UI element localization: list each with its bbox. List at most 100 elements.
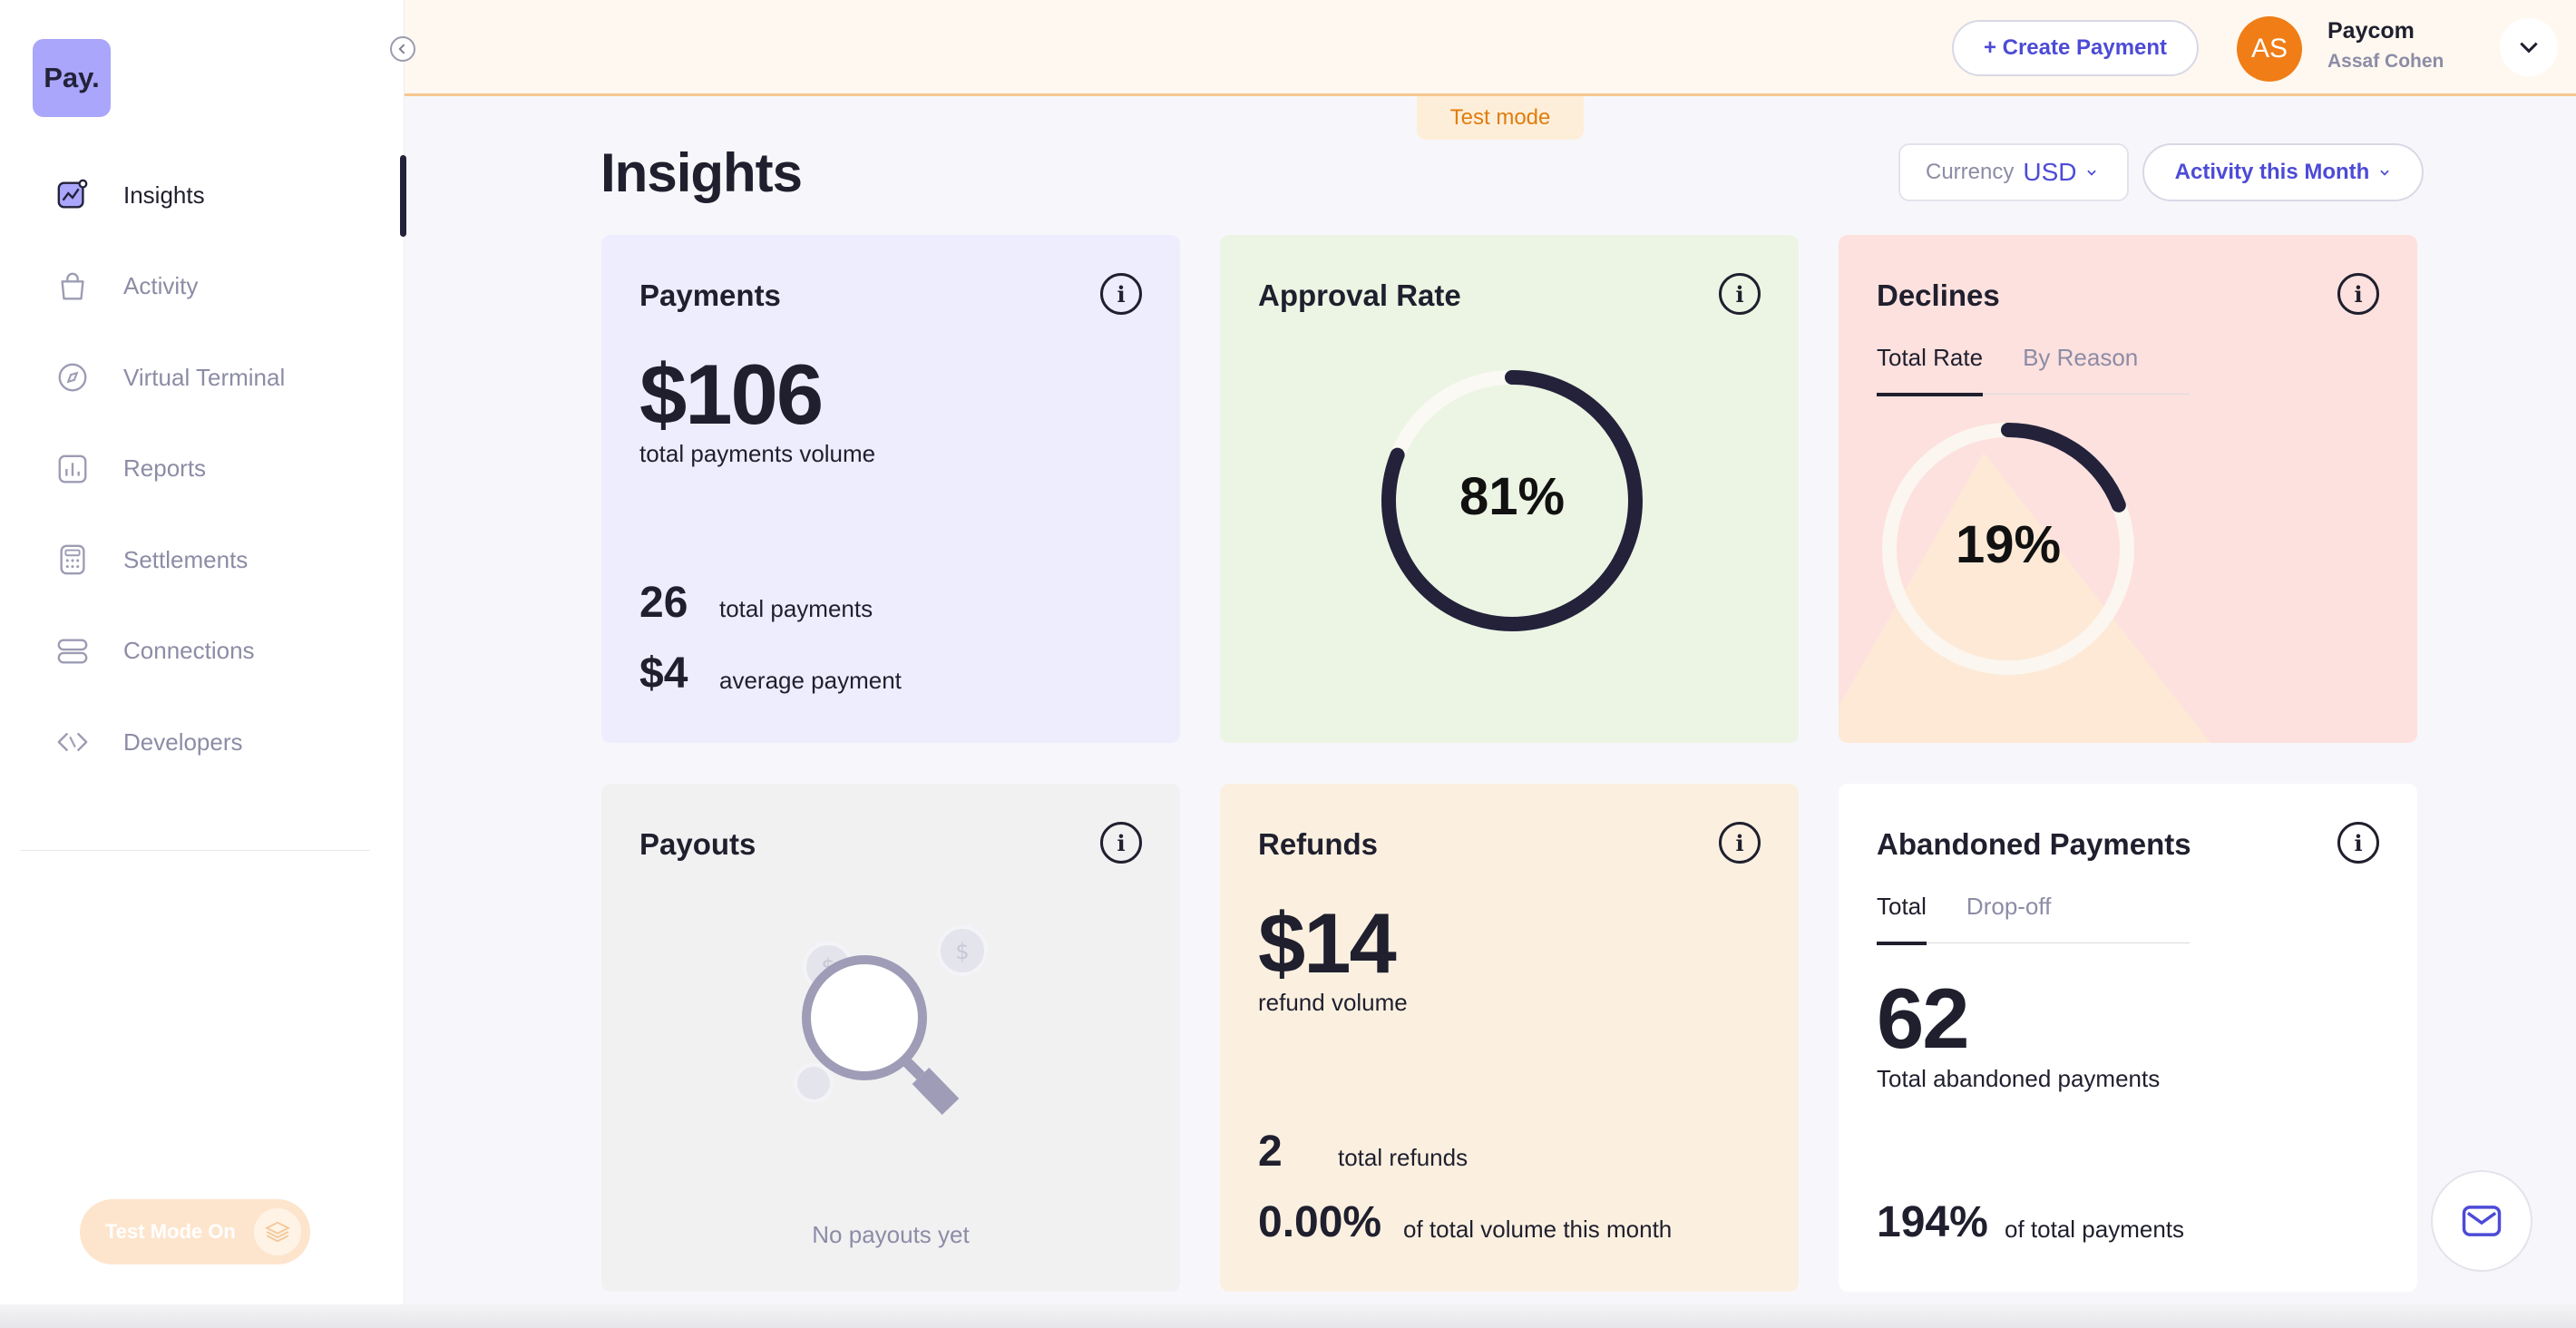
refunds-volume-label: refund volume bbox=[1258, 989, 1408, 1016]
period-select[interactable]: Activity this Month bbox=[2142, 143, 2424, 201]
sidebar-item-label: Developers bbox=[123, 727, 243, 756]
approval-gauge-arc bbox=[1381, 370, 1643, 631]
topbar: + Create Payment AS Paycom Assaf Cohen bbox=[405, 0, 2576, 96]
info-icon[interactable]: i bbox=[1100, 273, 1142, 315]
refunds-count: 2 bbox=[1258, 1128, 1283, 1176]
svg-text:$: $ bbox=[955, 939, 969, 964]
approval-gauge bbox=[1381, 370, 1643, 631]
server-icon bbox=[54, 633, 91, 669]
info-icon[interactable]: i bbox=[1100, 822, 1142, 864]
declines-card: Declines i Total Rate By Reason 19% bbox=[1839, 235, 2417, 743]
currency-value: USD bbox=[2023, 158, 2077, 186]
info-icon[interactable]: i bbox=[1719, 822, 1761, 864]
approval-rate-card: Approval Rate i 81% bbox=[1220, 235, 1799, 743]
chevron-down-icon bbox=[2380, 170, 2390, 176]
sidebar-item-developers[interactable]: Developers bbox=[0, 697, 405, 788]
currency-select[interactable]: Currency USD bbox=[1898, 143, 2129, 201]
sidebar-item-label: Connections bbox=[123, 637, 255, 665]
calculator-icon bbox=[54, 542, 91, 578]
payments-average-label: average payment bbox=[719, 667, 902, 694]
test-mode-toggle[interactable]: Test Mode On bbox=[80, 1199, 310, 1265]
abandoned-payments-card: Abandoned Payments i Total Drop-off 62 T… bbox=[1839, 784, 2417, 1292]
abandoned-percent-label: of total payments bbox=[2005, 1216, 2184, 1243]
sidebar-item-label: Settlements bbox=[123, 545, 249, 573]
payments-card: Payments i $106 total payments volume 26… bbox=[601, 235, 1180, 743]
sidebar-item-insights[interactable]: Insights bbox=[0, 150, 406, 241]
sidebar-item-virtual-terminal[interactable]: Virtual Terminal bbox=[0, 332, 405, 424]
sidebar-item-label: Insights bbox=[123, 181, 205, 209]
collapse-sidebar-button[interactable] bbox=[390, 36, 415, 62]
declines-gauge bbox=[1882, 423, 2134, 675]
bar-chart-icon bbox=[54, 451, 91, 487]
chat-button[interactable] bbox=[2431, 1170, 2532, 1272]
card-title: Payments bbox=[639, 278, 781, 312]
user-name: Assaf Cohen bbox=[2327, 51, 2444, 72]
tab-total[interactable]: Total bbox=[1877, 891, 1927, 945]
empty-search-illustration-icon: $ $ bbox=[794, 925, 988, 1116]
abandoned-tabs: Total Drop-off bbox=[1877, 891, 2190, 945]
payouts-card: Payouts i $ $ No payouts yet bbox=[601, 784, 1180, 1292]
card-title: Refunds bbox=[1258, 827, 1378, 861]
logo[interactable]: Pay. bbox=[33, 39, 111, 117]
sidebar-item-reports[interactable]: Reports bbox=[0, 424, 405, 515]
sidebar-item-activity[interactable]: Activity bbox=[0, 241, 405, 333]
refunds-count-label: total refunds bbox=[1338, 1144, 1469, 1171]
create-payment-button[interactable]: + Create Payment bbox=[1952, 20, 2199, 76]
abandoned-percent: 194% bbox=[1877, 1198, 1988, 1246]
period-label: Activity this Month bbox=[2174, 160, 2370, 184]
sidebar-item-label: Reports bbox=[123, 454, 207, 483]
payments-volume-label: total payments volume bbox=[639, 440, 876, 467]
stack-icon bbox=[254, 1208, 301, 1255]
tab-drop-off[interactable]: Drop-off bbox=[1966, 893, 2052, 920]
declines-rate-value: 19% bbox=[1955, 515, 2062, 574]
info-icon[interactable]: i bbox=[2337, 822, 2379, 864]
test-mode-badge: Test mode bbox=[1417, 96, 1584, 140]
sidebar-item-settlements[interactable]: Settlements bbox=[0, 514, 405, 606]
payments-count-label: total payments bbox=[719, 595, 873, 622]
tab-by-reason[interactable]: By Reason bbox=[2023, 344, 2139, 371]
payouts-empty-text: No payouts yet bbox=[812, 1221, 970, 1248]
chevron-down-icon bbox=[2520, 42, 2538, 54]
sidebar: Pay. Insights Activity Virtual Terminal bbox=[0, 0, 406, 1328]
refunds-percent: 0.00% bbox=[1258, 1198, 1382, 1246]
declines-tabs: Total Rate By Reason bbox=[1877, 342, 2190, 396]
account-menu-button[interactable] bbox=[2500, 18, 2558, 76]
approval-rate-value: 81% bbox=[1459, 467, 1566, 526]
bottom-scroll-shadow bbox=[0, 1304, 2576, 1328]
shopping-bag-icon bbox=[54, 269, 91, 305]
sidebar-item-connections[interactable]: Connections bbox=[0, 606, 405, 698]
avatar[interactable]: AS bbox=[2237, 16, 2302, 82]
sidebar-item-label: Virtual Terminal bbox=[123, 363, 286, 391]
sidebar-nav: Insights Activity Virtual Terminal Repor… bbox=[0, 150, 406, 788]
org-name: Paycom bbox=[2327, 18, 2415, 44]
sidebar-divider bbox=[20, 850, 370, 851]
insights-chart-icon bbox=[54, 177, 91, 213]
mail-icon bbox=[2462, 1206, 2502, 1236]
declines-gauge-arc bbox=[1882, 423, 2134, 675]
currency-label: Currency bbox=[1926, 160, 2015, 184]
tab-total-rate[interactable]: Total Rate bbox=[1877, 342, 1984, 396]
code-icon bbox=[54, 724, 91, 760]
abandoned-count: 62 bbox=[1877, 971, 1970, 1066]
info-icon[interactable]: i bbox=[2337, 273, 2379, 315]
refunds-volume: $14 bbox=[1258, 895, 1397, 991]
chevron-left-icon bbox=[398, 44, 405, 54]
declines-background-shape bbox=[1839, 453, 2210, 743]
sidebar-item-label: Activity bbox=[123, 272, 199, 300]
test-mode-toggle-label: Test Mode On bbox=[105, 1220, 236, 1243]
payments-average: $4 bbox=[639, 649, 688, 698]
chevron-down-icon bbox=[2087, 170, 2097, 176]
active-indicator bbox=[400, 155, 406, 237]
refunds-percent-label: of total volume this month bbox=[1403, 1216, 1673, 1243]
abandoned-count-label: Total abandoned payments bbox=[1877, 1065, 2161, 1092]
card-title: Declines bbox=[1877, 278, 2000, 312]
info-icon[interactable]: i bbox=[1719, 273, 1761, 315]
payments-count: 26 bbox=[639, 579, 688, 627]
card-title: Approval Rate bbox=[1258, 278, 1461, 312]
page-title: Insights bbox=[600, 142, 803, 203]
card-title: Payouts bbox=[639, 827, 756, 861]
compass-icon bbox=[54, 359, 91, 395]
payments-volume: $106 bbox=[639, 347, 824, 442]
refunds-card: Refunds i $14 refund volume 2 total refu… bbox=[1220, 784, 1799, 1292]
card-title: Abandoned Payments bbox=[1877, 827, 2191, 861]
